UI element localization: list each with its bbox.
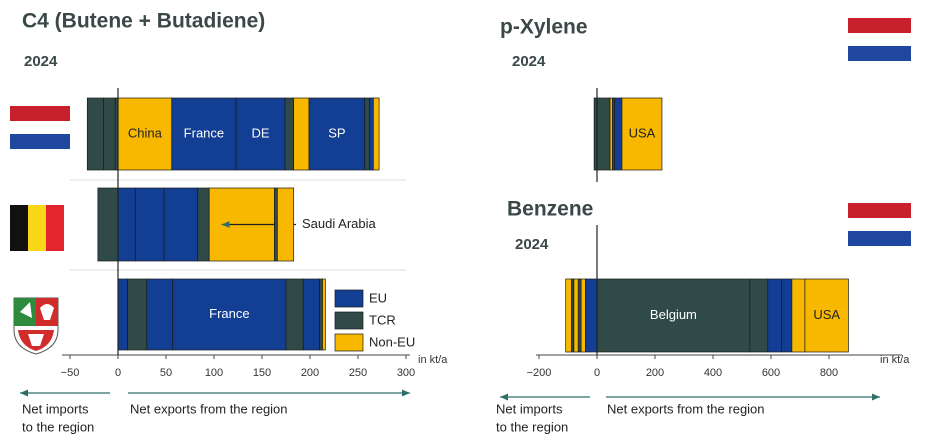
bar-segment <box>274 187 278 262</box>
segment-label: USA <box>813 307 840 322</box>
chart-subtitle: 2024 <box>515 236 549 253</box>
x-tick-label: 200 <box>646 367 664 379</box>
x-tick-label: −200 <box>527 367 552 379</box>
bar-segment <box>103 97 116 171</box>
x-tick-label: 150 <box>253 367 271 379</box>
segment-label: Belgium <box>650 307 697 322</box>
bar-segment <box>308 97 366 171</box>
legend-label: TCR <box>369 312 396 327</box>
bar-segment <box>86 97 104 171</box>
bar-segment <box>565 278 572 353</box>
flag-netherlands <box>10 106 70 149</box>
x-tick-label: 0 <box>594 367 600 379</box>
x-unit: in kt/a <box>418 354 448 366</box>
segment-label: USA <box>629 125 656 140</box>
bar-segment <box>127 278 148 351</box>
x-tick-label: 300 <box>397 367 415 379</box>
bar-segment <box>146 278 174 351</box>
x-tick-label: 0 <box>115 367 121 379</box>
chart-subtitle: 2024 <box>512 53 546 70</box>
bar-segment <box>791 278 806 353</box>
bar-segment <box>284 97 295 171</box>
bar-segment <box>364 97 370 171</box>
bar-segment <box>781 278 793 353</box>
bar-segment <box>749 278 769 353</box>
legend-swatch <box>334 333 364 352</box>
imports-label: to the region <box>496 419 568 434</box>
bar-segment <box>322 278 326 351</box>
x-tick-label: −50 <box>61 367 80 379</box>
bar-segment <box>573 278 579 353</box>
x-tick-label: 800 <box>820 367 838 379</box>
bar-segment <box>97 187 119 262</box>
bar-segment <box>117 278 128 351</box>
imports-label: Net imports <box>496 401 563 416</box>
chart-title: C4 (Butene + Butadiene) <box>22 10 265 33</box>
segment-label: DE <box>252 125 270 140</box>
bar-segment <box>373 97 380 171</box>
legend-label: EU <box>369 290 387 305</box>
imports-label: Net imports <box>22 401 89 416</box>
x-tick-label: 250 <box>349 367 367 379</box>
segment-label: China <box>128 125 163 140</box>
segment-label: France <box>209 306 249 321</box>
chart-title: p-Xylene <box>500 16 588 39</box>
bar-segment <box>163 187 199 262</box>
bar-segment <box>171 97 237 171</box>
bar-segment <box>302 278 320 351</box>
x-tick-label: 600 <box>762 367 780 379</box>
legend-swatch <box>334 311 364 330</box>
bar-segment <box>596 278 751 353</box>
bar-segment <box>369 97 374 171</box>
flag-netherlands <box>848 203 911 246</box>
bar-segment <box>614 97 623 171</box>
exports-label: Net exports from the region <box>607 401 765 416</box>
x-unit: in kt/a <box>880 354 910 366</box>
bar-segment <box>580 278 586 353</box>
annotation: Saudi Arabia <box>302 216 376 231</box>
x-tick-label: 200 <box>301 367 319 379</box>
x-tick-label: 100 <box>205 367 223 379</box>
legend-label: Non-EU <box>369 334 415 349</box>
bar-segment <box>172 278 287 351</box>
flag-netherlands <box>848 18 911 61</box>
bar-segment <box>285 278 304 351</box>
bar-segment <box>235 97 286 171</box>
x-tick-label: 400 <box>704 367 722 379</box>
bar-segment <box>577 278 582 353</box>
bar-segment <box>585 278 598 353</box>
bar-segment <box>134 187 165 262</box>
bar-segment <box>596 97 611 171</box>
segment-label: France <box>184 125 224 140</box>
bar-segment <box>197 187 210 262</box>
bar-segment <box>117 187 136 262</box>
bar-segment <box>277 187 295 262</box>
bar-segment <box>319 278 323 351</box>
chart-subtitle: 2024 <box>24 53 58 70</box>
imports-label: to the region <box>22 419 94 434</box>
coat-of-arms-nrw <box>13 297 59 355</box>
bar-segment <box>117 97 173 171</box>
exports-label: Net exports from the region <box>130 401 288 416</box>
x-tick-label: 50 <box>160 367 172 379</box>
bar-segment <box>293 97 310 171</box>
bar-segment <box>804 278 849 353</box>
bar-segment <box>767 278 783 353</box>
segment-label: SP <box>328 125 345 140</box>
bar-segment <box>621 97 663 171</box>
legend-swatch <box>334 289 364 308</box>
chart-title: Benzene <box>507 198 593 221</box>
flag-belgium <box>10 205 64 251</box>
